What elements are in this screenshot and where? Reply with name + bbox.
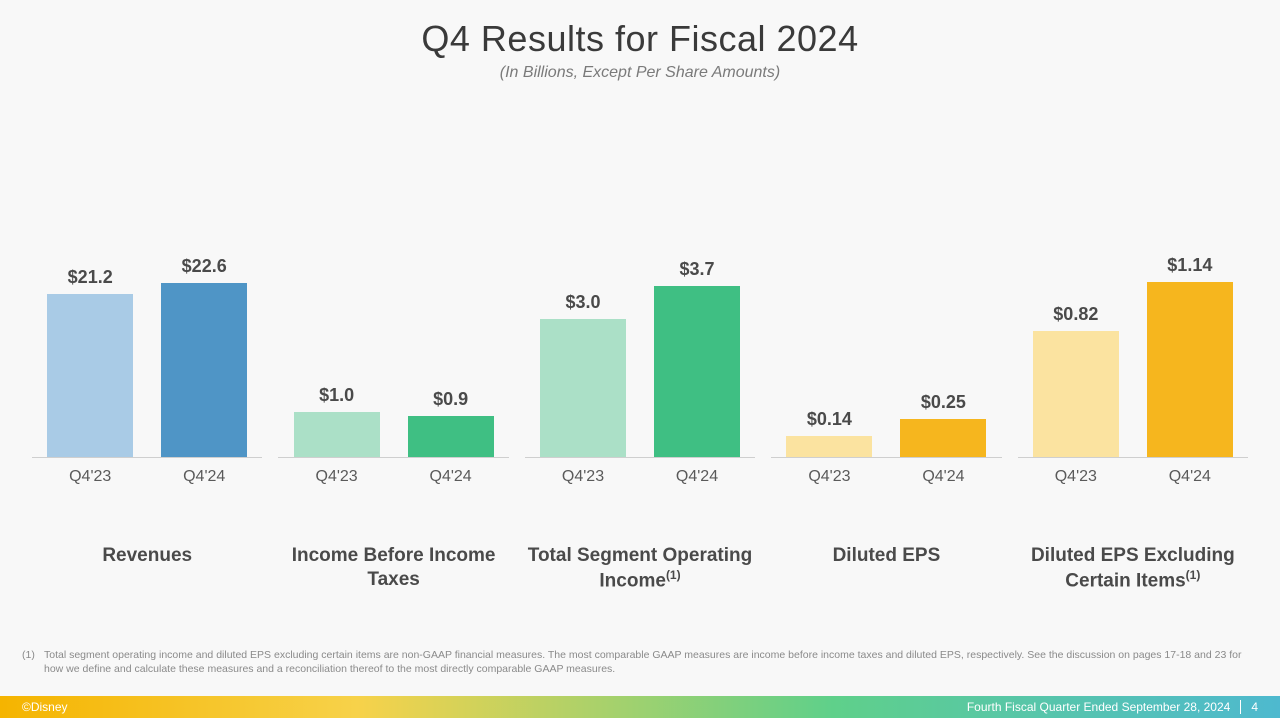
footer-right: Fourth Fiscal Quarter Ended September 28… bbox=[967, 700, 1280, 714]
footnote-marker: (1) bbox=[22, 648, 44, 676]
footer-copyright: ©Disney bbox=[0, 700, 68, 714]
axis-line bbox=[525, 457, 755, 458]
chart-panel: $21.2 $22.6 Q4'23 Q4'24 Revenues bbox=[24, 130, 270, 610]
bar-value-label: $1.14 bbox=[1167, 255, 1212, 276]
bar-rect bbox=[1147, 282, 1233, 458]
bar-group: $3.0 bbox=[540, 292, 626, 458]
bar-rect bbox=[408, 416, 494, 458]
charts-row: $21.2 $22.6 Q4'23 Q4'24 Revenues $1.0 $0.9 Q4'2… bbox=[24, 130, 1256, 610]
category-labels-row: Q4'23 Q4'24 bbox=[270, 458, 516, 486]
bars-area: $0.14 $0.25 bbox=[763, 130, 1009, 458]
bar-value-label: $3.7 bbox=[679, 259, 714, 280]
category-label: Q4'23 bbox=[1033, 468, 1119, 486]
bar-group: $0.9 bbox=[408, 389, 494, 458]
page-subtitle: (In Billions, Except Per Share Amounts) bbox=[0, 64, 1280, 82]
bar-rect bbox=[1033, 331, 1119, 458]
category-labels-row: Q4'23 Q4'24 bbox=[24, 458, 270, 486]
bar-value-label: $0.25 bbox=[921, 392, 966, 413]
bar-rect bbox=[900, 419, 986, 458]
bar-value-label: $0.82 bbox=[1053, 304, 1098, 325]
chart-panel: $0.82 $1.14 Q4'23 Q4'24 Diluted EPS Excludin… bbox=[1010, 130, 1256, 610]
bar-group: $21.2 bbox=[47, 267, 133, 458]
chart-panel: $0.14 $0.25 Q4'23 Q4'24 Diluted EPS bbox=[763, 130, 1009, 610]
bar-rect bbox=[786, 436, 872, 458]
bars-area: $0.82 $1.14 bbox=[1010, 130, 1256, 458]
category-labels-row: Q4'23 Q4'24 bbox=[763, 458, 1009, 486]
bars-area: $1.0 $0.9 bbox=[270, 130, 516, 458]
category-label: Q4'24 bbox=[654, 468, 740, 486]
category-labels-row: Q4'23 Q4'24 bbox=[1010, 458, 1256, 486]
bar-rect bbox=[294, 412, 380, 458]
bar-group: $1.0 bbox=[294, 385, 380, 458]
category-label: Q4'24 bbox=[1147, 468, 1233, 486]
metric-label: Total Segment Operating Income(1) bbox=[525, 544, 755, 593]
axis-line bbox=[771, 457, 1001, 458]
footnote: (1) Total segment operating income and d… bbox=[22, 648, 1256, 676]
bar-group: $3.7 bbox=[654, 259, 740, 458]
bar-value-label: $3.0 bbox=[565, 292, 600, 313]
category-label: Q4'23 bbox=[786, 468, 872, 486]
footer-page-number: 4 bbox=[1251, 700, 1272, 714]
bar-value-label: $1.0 bbox=[319, 385, 354, 406]
footnote-text: Total segment operating income and dilut… bbox=[44, 648, 1256, 676]
bar-group: $0.14 bbox=[786, 409, 872, 458]
axis-line bbox=[32, 457, 262, 458]
bar-rect bbox=[161, 283, 247, 458]
bar-group: $0.25 bbox=[900, 392, 986, 458]
bar-rect bbox=[540, 319, 626, 458]
axis-line bbox=[278, 457, 508, 458]
metric-label: Diluted EPS Excluding Certain Items(1) bbox=[1018, 544, 1248, 593]
bar-value-label: $21.2 bbox=[68, 267, 113, 288]
axis-line bbox=[1018, 457, 1248, 458]
bar-value-label: $0.14 bbox=[807, 409, 852, 430]
metric-label: Income Before Income Taxes bbox=[279, 544, 509, 592]
category-label: Q4'24 bbox=[408, 468, 494, 486]
bar-group: $1.14 bbox=[1147, 255, 1233, 458]
bar-rect bbox=[654, 286, 740, 458]
bar-group: $22.6 bbox=[161, 256, 247, 458]
category-labels-row: Q4'23 Q4'24 bbox=[517, 458, 763, 486]
category-label: Q4'24 bbox=[161, 468, 247, 486]
bar-value-label: $22.6 bbox=[182, 256, 227, 277]
footer-period: Fourth Fiscal Quarter Ended September 28… bbox=[967, 700, 1230, 714]
chart-panel: $1.0 $0.9 Q4'23 Q4'24 Income Before Income T… bbox=[270, 130, 516, 610]
metric-label: Revenues bbox=[102, 544, 192, 568]
category-label: Q4'23 bbox=[294, 468, 380, 486]
metric-label: Diluted EPS bbox=[833, 544, 941, 568]
category-label: Q4'24 bbox=[900, 468, 986, 486]
bar-value-label: $0.9 bbox=[433, 389, 468, 410]
footer-bar: ©Disney Fourth Fiscal Quarter Ended Sept… bbox=[0, 696, 1280, 718]
bar-rect bbox=[47, 294, 133, 458]
category-label: Q4'23 bbox=[540, 468, 626, 486]
bars-area: $21.2 $22.6 bbox=[24, 130, 270, 458]
bars-area: $3.0 $3.7 bbox=[517, 130, 763, 458]
chart-panel: $3.0 $3.7 Q4'23 Q4'24 Total Segment Operatin… bbox=[517, 130, 763, 610]
title-block: Q4 Results for Fiscal 2024 (In Billions,… bbox=[0, 0, 1280, 82]
page-title: Q4 Results for Fiscal 2024 bbox=[0, 18, 1280, 60]
category-label: Q4'23 bbox=[47, 468, 133, 486]
footer-divider-icon bbox=[1240, 700, 1241, 714]
bar-group: $0.82 bbox=[1033, 304, 1119, 458]
